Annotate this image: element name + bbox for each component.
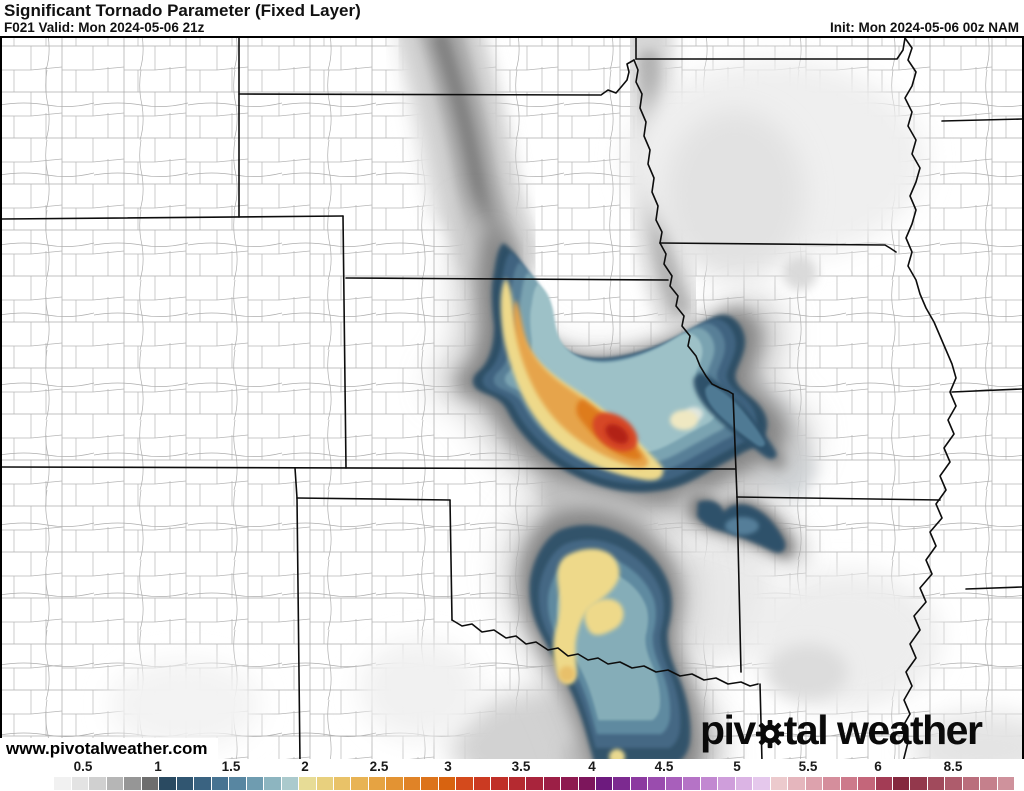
colorbar-cell [508, 777, 526, 790]
colorbar-cell [333, 777, 351, 790]
logo-text-left: piv [700, 707, 756, 753]
colorbar-cell [543, 777, 561, 790]
colorbar-cell [630, 777, 648, 790]
colorbar-cell [194, 777, 211, 790]
colorbar-cell [648, 777, 665, 790]
colorbar-tick-label: 3.5 [511, 759, 531, 774]
colorbar-tick-label: 0.5 [73, 759, 93, 774]
colorbar-cell [368, 777, 386, 790]
colorbar-cell [892, 777, 910, 790]
colorbar-cell [561, 777, 578, 790]
colorbar-cell [596, 777, 613, 790]
colorbar-cell [718, 777, 735, 790]
colorbar-cell [823, 777, 840, 790]
colorbar-tick-label: 1 [154, 759, 162, 774]
colorbar-tick-label: 4.5 [654, 759, 674, 774]
colorbar-cell [281, 777, 299, 790]
colorbar-cell [805, 777, 823, 790]
gear-icon [755, 719, 784, 748]
colorbar-cell [980, 777, 997, 790]
colorbar-cell [770, 777, 788, 790]
colorbar [37, 777, 1015, 790]
colorbar-cell [997, 777, 1015, 790]
colorbar-cell [438, 777, 456, 790]
colorbar-cell [753, 777, 770, 790]
stp-map [2, 38, 1022, 760]
colorbar-cell [491, 777, 508, 790]
logo-text-right: tal weather [783, 707, 983, 753]
colorbar-cell [945, 777, 962, 790]
colorbar-cell [735, 777, 753, 790]
colorbar-cell [456, 777, 473, 790]
colorbar-cell [229, 777, 246, 790]
colorbar-cell [403, 777, 421, 790]
valid-time-label: F021 Valid: Mon 2024-05-06 21z [4, 20, 205, 35]
colorbar-cell [473, 777, 491, 790]
colorbar-cell [910, 777, 927, 790]
colorbar-tick-label: 4 [588, 759, 596, 774]
colorbar-cell [124, 777, 141, 790]
colorbar-cell [264, 777, 281, 790]
colorbar-cell [71, 777, 89, 790]
colorbar-cell [927, 777, 945, 790]
colorbar-cell [858, 777, 875, 790]
colorbar-cell [788, 777, 805, 790]
colorbar-tick-label: 1.5 [221, 759, 241, 774]
colorbar-tick-labels: 0.5 1 1.5 2 2.5 3 3.5 4 4.5 5 5.5 6 8.5 [0, 759, 1024, 776]
colorbar-cell [421, 777, 438, 790]
map-canvas [0, 36, 1024, 762]
colorbar-cell [351, 777, 368, 790]
colorbar-cell [578, 777, 595, 790]
colorbar-cell [141, 777, 159, 790]
colorbar-tick-label: 5 [733, 759, 741, 774]
colorbar-cell [840, 777, 858, 790]
stp-contours [433, 206, 811, 760]
colorbar-tick-label: 8.5 [943, 759, 963, 774]
colorbar-cell [316, 777, 333, 790]
colorbar-cell [246, 777, 264, 790]
colorbar-tick-label: 3 [444, 759, 452, 774]
colorbar-cell [37, 777, 54, 790]
colorbar-cell [159, 777, 176, 790]
colorbar-cell [613, 777, 630, 790]
colorbar-cell [211, 777, 229, 790]
colorbar-cell [386, 777, 403, 790]
watermark-url: www.pivotalweather.com [0, 738, 218, 762]
colorbar-tick-label: 2.5 [369, 759, 389, 774]
colorbar-tick-label: 2 [301, 759, 309, 774]
colorbar-cell [962, 777, 980, 790]
colorbar-cell [875, 777, 892, 790]
colorbar-tick-label: 6 [874, 759, 882, 774]
colorbar-cell [665, 777, 683, 790]
init-time-label: Init: Mon 2024-05-06 00z NAM [829, 20, 1019, 35]
colorbar-cell [299, 777, 316, 790]
colorbar-cell [106, 777, 124, 790]
header: Significant Tornado Parameter (Fixed Lay… [0, 0, 1024, 36]
colorbar-cell [176, 777, 194, 790]
colorbar-tick-label: 5.5 [798, 759, 818, 774]
colorbar-cell [700, 777, 718, 790]
colorbar-cell [54, 777, 71, 790]
brand-logo: piv tal weather [700, 707, 983, 754]
colorbar-cell [526, 777, 543, 790]
colorbar-cell [89, 777, 106, 790]
colorbar-cell [683, 777, 700, 790]
page-title: Significant Tornado Parameter (Fixed Lay… [4, 1, 361, 20]
